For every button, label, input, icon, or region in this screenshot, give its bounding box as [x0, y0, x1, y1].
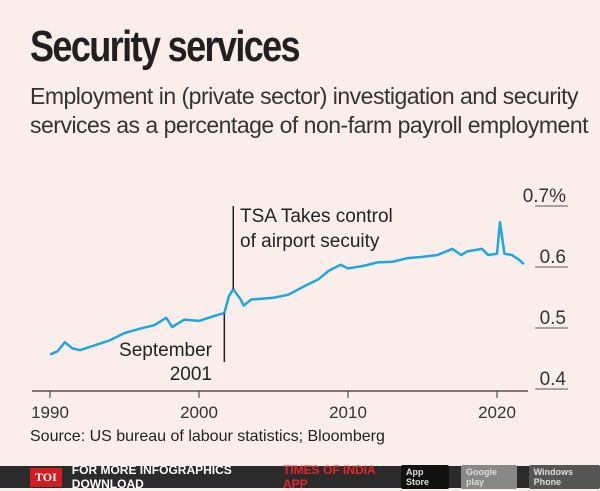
footer-app: TIMES OF INDIA APP: [282, 463, 376, 491]
footer-banner: TOI FOR MORE INFOGRAPHICS DOWNLOAD TIMES…: [0, 463, 600, 491]
chart-title: Security services: [30, 22, 301, 71]
y-tick-label: 0.5: [540, 308, 566, 329]
annotation-label-tsa: TSA Takes control: [240, 206, 393, 227]
y-tick-label: 0.6: [540, 247, 566, 268]
annotation-label-tsa: of airport secuity: [240, 231, 380, 252]
x-tick-label: 2000: [180, 403, 218, 422]
data-series-line: [49, 220, 525, 356]
annotation-label-sept-2001: September: [119, 340, 213, 361]
y-tick-label: 0.4: [540, 369, 567, 390]
y-tick-label: 0.7%: [523, 186, 566, 207]
x-tick-label: 2020: [478, 403, 516, 422]
x-tick-label: 1990: [31, 403, 69, 422]
footer-text: FOR MORE INFOGRAPHICS DOWNLOAD: [71, 463, 232, 491]
chart-subtitle: Employment in (private sector) investiga…: [30, 83, 589, 138]
app-store-badge[interactable]: App Store: [400, 465, 450, 489]
x-tick-label: 2010: [329, 403, 367, 422]
source-note: Source: US bureau of labour statistics; …: [30, 428, 385, 445]
windows-phone-badge[interactable]: Windows Phone: [528, 465, 600, 489]
annotation-label-sept-2001: 2001: [170, 364, 212, 385]
toi-logo: TOI: [30, 467, 62, 487]
google-play-badge[interactable]: Google play: [461, 465, 517, 489]
